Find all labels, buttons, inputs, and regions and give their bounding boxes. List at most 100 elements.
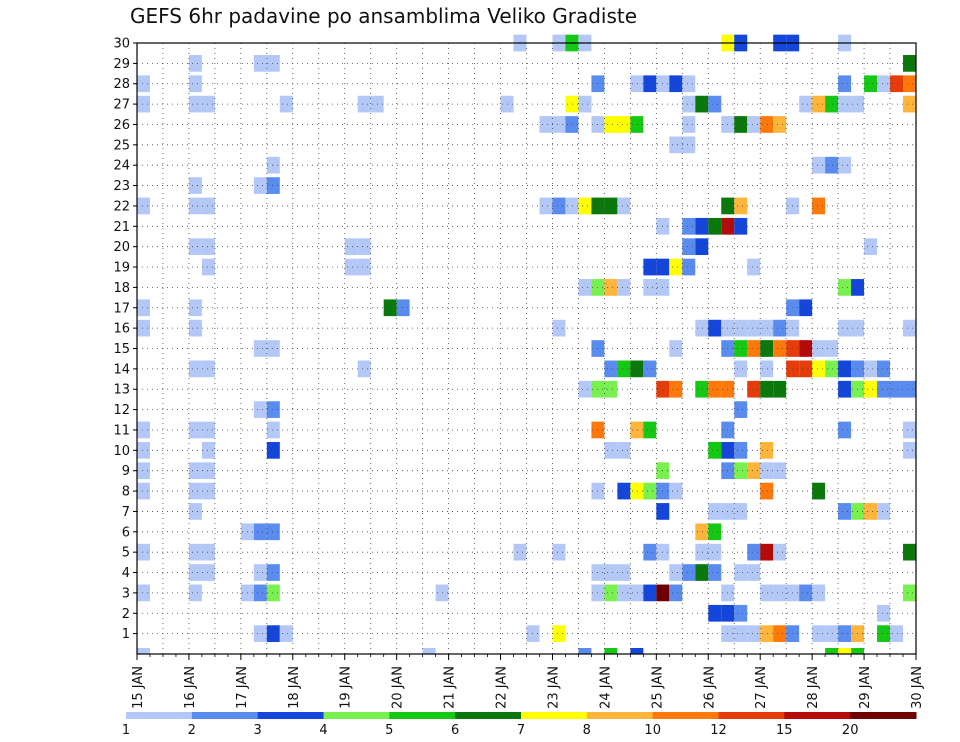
- x-tick-label: 18 JAN: [287, 666, 302, 709]
- heatmap-cell: [864, 360, 878, 378]
- heatmap-cell: [747, 543, 761, 561]
- heatmap-cell: [253, 584, 267, 602]
- heatmap-cell: [838, 421, 852, 439]
- heatmap-cell: [682, 238, 696, 256]
- y-tick-label: 11: [113, 423, 130, 438]
- heatmap-cell: [799, 360, 813, 378]
- heatmap-cell: [201, 482, 215, 500]
- heatmap-cell: [825, 95, 839, 113]
- heatmap-cell: [630, 116, 644, 133]
- heatmap-cell: [617, 564, 631, 581]
- heatmap-cell: [669, 584, 683, 602]
- heatmap-cell: [747, 258, 761, 276]
- legend-swatch: [521, 712, 588, 719]
- legend-swatch: [652, 712, 719, 719]
- heatmap-cell: [799, 299, 813, 317]
- heatmap-cell: [838, 360, 852, 378]
- heatmap-cell: [695, 564, 709, 581]
- heatmap-cell: [253, 55, 267, 72]
- x-tick-label: 15 JAN: [131, 666, 146, 709]
- heatmap-cell: [266, 584, 280, 602]
- y-tick-label: 24: [113, 159, 130, 174]
- heatmap-cell: [773, 340, 787, 357]
- y-tick-label: 10: [113, 444, 130, 459]
- heatmap-cell: [604, 360, 618, 378]
- heatmap-cell: [812, 95, 826, 113]
- heatmap-cell: [838, 380, 852, 398]
- heatmap-cell: [747, 462, 761, 480]
- y-tick-label: 16: [113, 322, 130, 337]
- heatmap-cell: [643, 543, 657, 561]
- heatmap-cell: [734, 360, 748, 378]
- heatmap-cell: [760, 116, 774, 133]
- heatmap-cell: [630, 360, 644, 378]
- heatmap-cell: [188, 75, 202, 93]
- heatmap-cell: [773, 584, 787, 602]
- heatmap-cell: [513, 543, 527, 561]
- heatmap-cell: [137, 197, 150, 215]
- heatmap-cell: [734, 116, 748, 133]
- heatmap-cell: [578, 95, 592, 113]
- y-tick-label: 2: [122, 607, 130, 622]
- heatmap-cell: [266, 55, 280, 72]
- heatmap-cell: [708, 543, 722, 561]
- heatmap-cell: [864, 380, 878, 398]
- y-tick-label: 17: [113, 301, 130, 316]
- heatmap-cell: [201, 441, 215, 459]
- legend-swatch: [718, 712, 785, 719]
- heatmap-cell: [877, 604, 891, 622]
- heatmap-cell: [812, 360, 826, 378]
- heatmap-cell: [188, 55, 202, 72]
- y-tick-label: 18: [113, 281, 130, 296]
- heatmap-cell: [188, 462, 202, 480]
- heatmap-cell: [604, 197, 618, 215]
- legend-swatch: [126, 712, 193, 719]
- heatmap-cell: [137, 319, 150, 337]
- grid-lines: [137, 42, 916, 654]
- heatmap-cell: [760, 340, 774, 357]
- heatmap-cell: [825, 625, 839, 642]
- heatmap-cell: [760, 319, 774, 337]
- x-tick-label: 17 JAN: [235, 666, 250, 709]
- heatmap-cell: [552, 319, 566, 337]
- heatmap-cell: [266, 177, 280, 194]
- heatmap-cell: [851, 648, 865, 654]
- heatmap-cell: [682, 75, 696, 93]
- heatmap-cell: [617, 584, 631, 602]
- heatmap-cell: [773, 380, 787, 398]
- legend-label: 1: [122, 723, 130, 738]
- y-tick-label: 9: [122, 464, 130, 479]
- y-tick-label: 30: [113, 37, 130, 52]
- heatmap-cell: [604, 564, 618, 581]
- heatmap-cell: [643, 75, 657, 93]
- heatmap-cell: [903, 75, 916, 93]
- heatmap-cell: [565, 197, 579, 215]
- legend-swatch: [323, 712, 390, 719]
- heatmap-cell: [695, 319, 709, 337]
- heatmap-cell: [825, 340, 839, 357]
- heatmap-cell: [604, 441, 618, 459]
- y-tick-label: 21: [113, 220, 130, 235]
- heatmap-cell: [266, 523, 280, 541]
- heatmap-cell: [188, 584, 202, 602]
- heatmap-cell: [617, 279, 631, 296]
- x-tick-label: 22 JAN: [495, 666, 510, 709]
- heatmap-cell: [188, 564, 202, 581]
- legend-swatch: [784, 712, 851, 719]
- y-tick-label: 6: [122, 525, 130, 540]
- heatmap-cell: [188, 197, 202, 215]
- heatmap-cell: [760, 380, 774, 398]
- legend-label: 15: [776, 723, 793, 738]
- heatmap-cell: [838, 156, 852, 174]
- heatmap-cell: [266, 340, 280, 357]
- heatmap-cell: [903, 95, 916, 113]
- chart-title: GEFS 6hr padavine po ansamblima Veliko G…: [130, 4, 638, 28]
- heatmap-cell: [630, 584, 644, 602]
- legend-label: 12: [710, 723, 727, 738]
- heatmap-cell: [812, 625, 826, 642]
- heatmap-cell: [773, 319, 787, 337]
- heatmap-cell: [708, 441, 722, 459]
- y-tick-label: 29: [113, 57, 130, 72]
- heatmap-cell: [838, 648, 852, 654]
- heatmap-cell: [773, 625, 787, 642]
